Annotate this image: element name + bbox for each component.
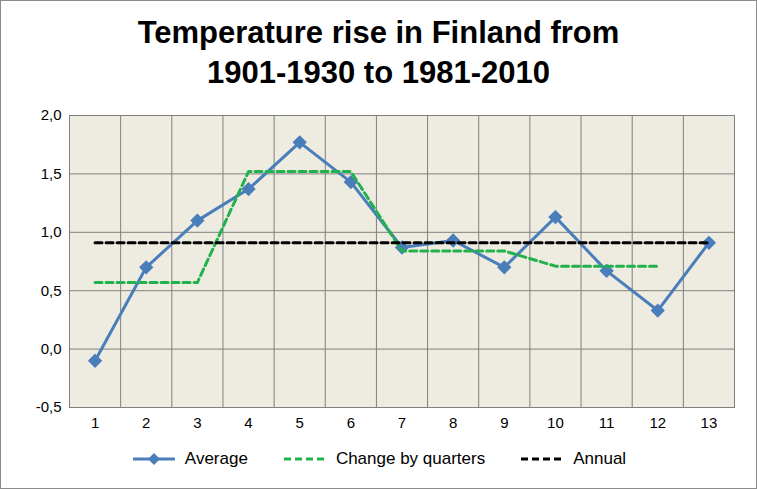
svg-text:11: 11 bbox=[599, 414, 615, 431]
svg-text:6: 6 bbox=[347, 414, 355, 431]
svg-text:3: 3 bbox=[193, 414, 201, 431]
html-text:Annual: Annual bbox=[573, 449, 627, 468]
svg-text:5: 5 bbox=[296, 414, 304, 431]
svg-text:2: 2 bbox=[142, 414, 150, 431]
svg-text:9: 9 bbox=[500, 414, 508, 431]
html-text:Temperature rise in Finland fr: Temperature rise in Finland from 1901-19… bbox=[137, 15, 620, 90]
svg-text:1,0: 1,0 bbox=[41, 223, 62, 240]
svg-text:1,5: 1,5 bbox=[41, 165, 62, 182]
svg-text:7: 7 bbox=[398, 414, 406, 431]
svg-text:13: 13 bbox=[701, 414, 718, 431]
html-text:Change by quarters: Change by quarters bbox=[335, 449, 486, 468]
svg-text:12: 12 bbox=[649, 414, 666, 431]
svg-text:1: 1 bbox=[91, 414, 99, 431]
svg-text:10: 10 bbox=[547, 414, 564, 431]
html-text:Average: Average bbox=[184, 449, 248, 468]
svg-text:-0,5: -0,5 bbox=[36, 398, 62, 415]
svg-text:0,5: 0,5 bbox=[41, 282, 62, 299]
svg-text:0,0: 0,0 bbox=[41, 340, 62, 357]
svg-text:4: 4 bbox=[244, 414, 252, 431]
svg-text:2,0: 2,0 bbox=[41, 106, 62, 123]
svg-text:8: 8 bbox=[449, 414, 457, 431]
